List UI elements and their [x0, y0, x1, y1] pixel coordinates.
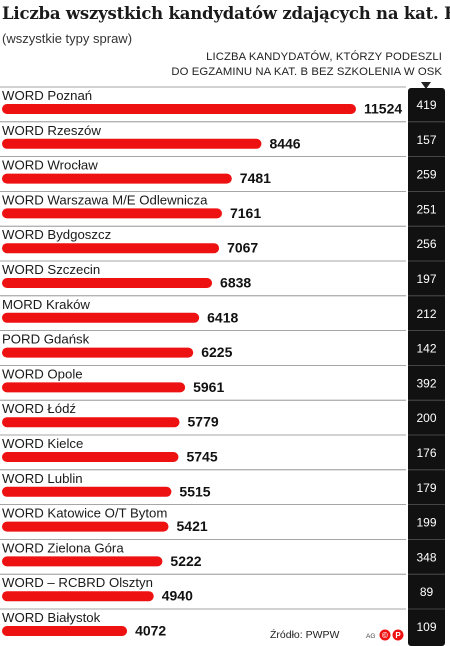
- osk-value-label: 259: [416, 168, 436, 182]
- osk-value-label: 109: [416, 620, 436, 634]
- osk-value-label: 348: [416, 550, 436, 564]
- bar-value-label: 5421: [177, 518, 208, 534]
- bar-value-label: 4940: [162, 588, 193, 604]
- category-label: WORD Zielona Góra: [2, 540, 124, 555]
- bar: [2, 243, 220, 254]
- chart-title: Liczba wszystkich kandydatów zdających n…: [2, 4, 450, 23]
- osk-value-label: 179: [416, 481, 436, 495]
- bar-value-label: 6418: [207, 309, 238, 325]
- bar-value-label: 8446: [269, 135, 300, 151]
- category-label: WORD Rzeszów: [2, 123, 101, 138]
- osk-value-label: 197: [416, 272, 436, 286]
- svg-text:©: ©: [382, 631, 388, 640]
- bar-value-label: 5961: [193, 379, 224, 395]
- bar: [2, 486, 172, 497]
- bar-value-label: 11524: [364, 101, 402, 117]
- category-label: WORD – RCBRD Olsztyn: [2, 575, 153, 590]
- bar: [2, 347, 194, 358]
- bar-value-label: 6838: [220, 275, 251, 291]
- bar: [2, 104, 356, 114]
- bar: [2, 591, 154, 602]
- column-header-arrow-icon: [421, 82, 431, 89]
- source-note: Źródło: PWPW: [270, 629, 340, 641]
- osk-value-label: 199: [416, 516, 436, 530]
- bar: [2, 626, 128, 636]
- bar: [2, 382, 186, 393]
- category-label: MORD Kraków: [2, 297, 90, 312]
- osk-value-label: 89: [420, 585, 434, 599]
- osk-value-label: 256: [416, 237, 436, 251]
- osk-value-label: 176: [416, 446, 436, 460]
- bar-value-label: 5222: [170, 553, 201, 569]
- bar: [2, 278, 213, 288]
- osk-value-label: 142: [416, 342, 436, 356]
- category-label: WORD Poznań: [2, 88, 92, 103]
- bar-value-label: 7481: [240, 170, 271, 186]
- column-header-line-2: DO EGZAMINU NA KAT. B BEZ SZKOLENIA W OS…: [171, 66, 442, 78]
- osk-value-label: 200: [416, 411, 436, 425]
- bar-value-label: 5745: [186, 449, 217, 465]
- category-label: WORD Warszawa M/E Odlewnicza: [2, 192, 208, 207]
- bar-value-label: 5779: [188, 414, 219, 430]
- osk-value-label: 212: [416, 307, 436, 321]
- osk-value-label: 392: [416, 376, 436, 390]
- bar-value-label: 4072: [135, 623, 166, 639]
- column-header-line-1: LICZBA KANDYDATÓW, KTÓRZY PODESZLI: [206, 51, 442, 63]
- category-label: WORD Opole: [2, 366, 83, 381]
- column-header: LICZBA KANDYDATÓW, KTÓRZY PODESZLI DO EG…: [142, 50, 442, 80]
- svg-text:P: P: [395, 631, 401, 640]
- bar: [2, 173, 232, 184]
- bar: [2, 452, 179, 462]
- bar-value-label: 7161: [230, 205, 261, 221]
- bar-value-label: 5515: [179, 483, 210, 499]
- category-label: WORD Białystok: [2, 610, 101, 625]
- category-label: WORD Wrocław: [2, 158, 98, 173]
- chart-rows: WORD Poznań 11524 419 WORD Rzeszów 8446 157 WO…: [0, 86, 445, 639]
- chart-subtitle: (wszystkie typy spraw): [2, 31, 133, 46]
- bar-value-label: 7067: [227, 240, 258, 256]
- osk-value-label: 251: [416, 202, 436, 216]
- publisher-logo-text: AG: [366, 633, 375, 640]
- bar-value-label: 6225: [201, 344, 232, 360]
- osk-value-label: 419: [416, 98, 436, 112]
- bar: [2, 521, 169, 532]
- category-label: PORD Gdańsk: [2, 332, 90, 347]
- category-label: WORD Katowice O/T Bytom: [2, 506, 167, 521]
- bar: [2, 208, 222, 219]
- bar: [2, 556, 163, 567]
- osk-column-background: [408, 88, 445, 646]
- osk-value-label: 157: [416, 133, 436, 147]
- publisher-logo: AG © P: [366, 629, 404, 641]
- bar: [2, 417, 180, 428]
- bar: [2, 138, 262, 149]
- category-label: WORD Kielce: [2, 436, 83, 451]
- bar: [2, 312, 200, 323]
- category-label: WORD Bydgoszcz: [2, 227, 111, 242]
- category-label: WORD Szczecin: [2, 262, 100, 277]
- category-label: WORD Lublin: [2, 471, 83, 486]
- category-label: WORD Łódź: [2, 401, 76, 416]
